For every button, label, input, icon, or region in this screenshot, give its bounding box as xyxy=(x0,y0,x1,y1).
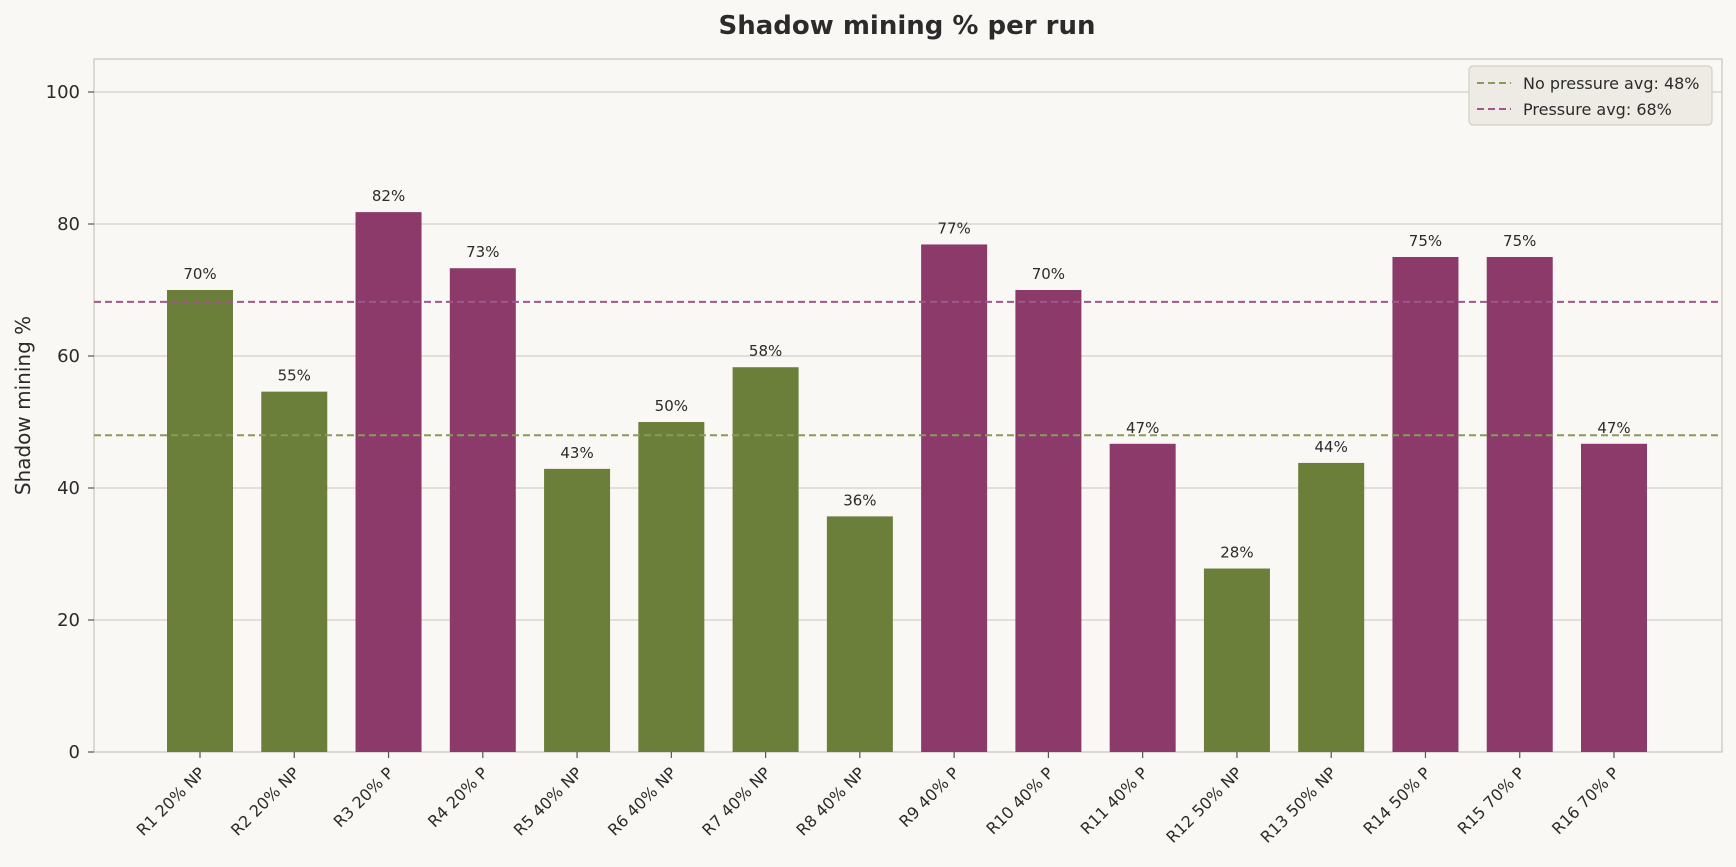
bar-value-label: 73% xyxy=(466,243,499,261)
x-tick-label: R1 20% NP xyxy=(133,763,209,839)
bar-r5-40-np xyxy=(544,468,611,752)
x-tick-label: R8 40% NP xyxy=(793,763,869,839)
legend-entry-pressure: Pressure avg: 68% xyxy=(1523,100,1672,119)
x-tick-label: R4 20% P xyxy=(424,763,492,831)
bar-r11-40-p xyxy=(1109,443,1176,752)
x-tick-label: R14 50% P xyxy=(1359,763,1434,838)
x-tick-label: R5 40% NP xyxy=(510,763,586,839)
bar-value-label: 70% xyxy=(183,265,216,283)
y-tick-label: 0 xyxy=(69,742,80,763)
y-tick-label: 40 xyxy=(57,478,80,499)
bar-r9-40-p xyxy=(921,244,988,752)
bar-value-label: 50% xyxy=(655,397,688,415)
chart-title: Shadow mining % per run xyxy=(719,11,1096,41)
bar-value-label: 55% xyxy=(278,367,311,385)
bar-value-label: 47% xyxy=(1597,419,1630,437)
bar-value-label: 82% xyxy=(372,187,405,205)
bar-value-label: 58% xyxy=(749,342,782,360)
bar-value-label: 28% xyxy=(1220,544,1253,562)
bar-r12-50-np xyxy=(1203,568,1270,752)
bar-value-label: 75% xyxy=(1409,232,1442,250)
plot-area xyxy=(93,58,1723,753)
x-tick-label: R12 50% NP xyxy=(1162,763,1246,847)
y-axis-label: Shadow mining % xyxy=(11,316,35,495)
legend: No pressure avg: 48% Pressure avg: 68% xyxy=(1468,65,1713,126)
x-tick-label: R13 50% NP xyxy=(1257,763,1341,847)
y-tick-label: 100 xyxy=(46,82,80,103)
y-axis: 0 20 40 60 80 100 xyxy=(46,82,94,763)
bar-r15-70-p xyxy=(1486,257,1553,752)
x-tick-label: R6 40% NP xyxy=(604,763,680,839)
legend-box xyxy=(1468,65,1713,126)
bar-r4-20-p xyxy=(449,268,516,752)
bar-r10-40-p xyxy=(1015,290,1082,752)
bar-r7-40-np xyxy=(732,367,799,752)
y-tick-label: 80 xyxy=(57,214,80,235)
bar-r14-50-p xyxy=(1392,257,1459,752)
bar-r2-20-np xyxy=(261,391,328,752)
bar-value-label: 44% xyxy=(1315,438,1348,456)
legend-entry-no-pressure: No pressure avg: 48% xyxy=(1523,74,1700,93)
bar-r16-70-p xyxy=(1581,443,1647,752)
reference-lines xyxy=(94,300,1722,437)
bar-r1-20-np xyxy=(167,290,233,752)
x-tick-label: R2 20% NP xyxy=(227,763,303,839)
x-tick-label: R16 70% P xyxy=(1548,763,1623,838)
bar-value-label: 47% xyxy=(1126,419,1159,437)
x-tick-label: R7 40% NP xyxy=(698,763,774,839)
data-labels: 70% 55% 82% 73% 43% 50% 58% 36% 77% 70% 47% 28% 44% 7… xyxy=(183,187,1630,561)
gridlines xyxy=(94,91,1722,621)
bar-value-label: 75% xyxy=(1503,232,1536,250)
bar-r13-50-np xyxy=(1298,462,1365,752)
bar-value-label: 77% xyxy=(937,219,970,237)
bar-r3-20-p xyxy=(355,212,422,752)
x-axis: R1 20% NP R2 20% NP R3 20% P R4 20% P R5 40%… xyxy=(133,752,1623,847)
bar-r6-40-np xyxy=(638,422,705,752)
x-tick-label: R9 40% P xyxy=(895,763,963,831)
bar-r8-40-np xyxy=(826,516,893,752)
x-tick-label: R10 40% P xyxy=(982,763,1057,838)
bar-value-label: 70% xyxy=(1032,265,1065,283)
y-tick-label: 60 xyxy=(57,346,80,367)
bars xyxy=(167,212,1647,752)
x-tick-label: R3 20% P xyxy=(330,763,398,831)
x-tick-label: R15 70% P xyxy=(1454,763,1529,838)
bar-value-label: 43% xyxy=(560,444,593,462)
y-tick-label: 20 xyxy=(57,610,80,631)
bar-value-label: 36% xyxy=(843,491,876,509)
x-tick-label: R11 40% P xyxy=(1077,763,1152,838)
